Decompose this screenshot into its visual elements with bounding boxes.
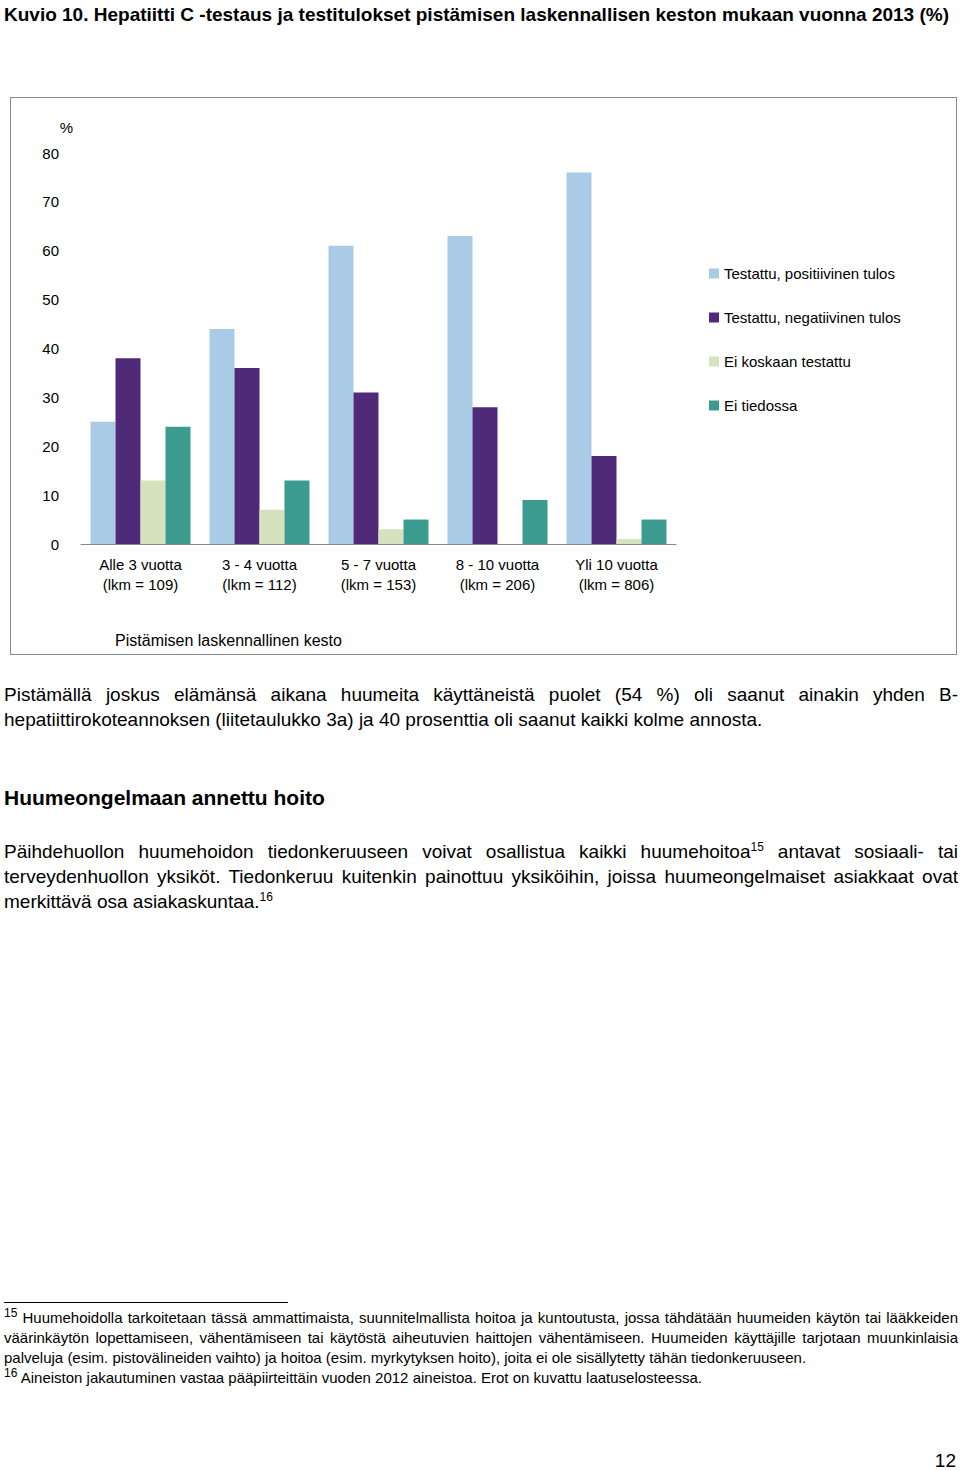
html-text:Kuvio 10. Hepatiitti C -testau: Kuvio 10. Hepatiitti C -testaus ja testi… xyxy=(4,4,949,25)
svg-text:Pistämisen laskennallinen kest: Pistämisen laskennallinen kesto xyxy=(115,632,342,649)
html-text:15Huumehoidolla tarkoitetaan t: 15Huumehoidolla tarkoitetaan tässä ammat… xyxy=(4,1306,958,1366)
svg-text:(lkm = 806): (lkm = 806) xyxy=(579,576,654,593)
svg-text:70: 70 xyxy=(42,193,59,210)
html-text:Päihdehuollon huumehoidon tied: Päihdehuollon huumehoidon tiedonkeruusee… xyxy=(4,839,958,912)
svg-text:50: 50 xyxy=(42,291,59,308)
svg-text:Yli 10 vuotta: Yli 10 vuotta xyxy=(575,556,658,573)
html-text:12: 12 xyxy=(934,1450,956,1470)
svg-text:(lkm = 109): (lkm = 109) xyxy=(103,576,178,593)
html-text:Huumeongelmaan annettu hoito: Huumeongelmaan annettu hoito xyxy=(4,786,325,809)
svg-text:20: 20 xyxy=(42,438,59,455)
svg-text:30: 30 xyxy=(42,389,59,406)
html-text:16Aineiston jakautuminen vasta: 16Aineiston jakautuminen vastaa pääpiirt… xyxy=(4,1366,702,1386)
svg-text:Testattu, negatiivinen tulos: Testattu, negatiivinen tulos xyxy=(724,309,901,326)
svg-text:Alle 3 vuotta: Alle 3 vuotta xyxy=(99,556,182,573)
svg-text:(lkm = 112): (lkm = 112) xyxy=(222,576,296,593)
svg-text:8 - 10 vuotta: 8 - 10 vuotta xyxy=(456,556,540,573)
svg-text:60: 60 xyxy=(42,242,59,259)
svg-text:(lkm = 206): (lkm = 206) xyxy=(460,576,535,593)
html-text:Pistämällä joskus elämänsä aik: Pistämällä joskus elämänsä aikana huumei… xyxy=(4,684,958,730)
svg-text:Ei koskaan testattu: Ei koskaan testattu xyxy=(724,353,851,370)
svg-text:%: % xyxy=(60,119,73,136)
svg-text:80: 80 xyxy=(42,145,59,162)
svg-text:3 - 4 vuotta: 3 - 4 vuotta xyxy=(222,556,298,573)
svg-text:40: 40 xyxy=(42,340,59,357)
svg-text:5 - 7 vuotta: 5 - 7 vuotta xyxy=(341,556,417,573)
svg-text:0: 0 xyxy=(51,536,59,553)
svg-text:(lkm = 153): (lkm = 153) xyxy=(341,576,416,593)
svg-text:Ei tiedossa: Ei tiedossa xyxy=(724,397,798,414)
svg-text:Testattu, positiivinen tulos: Testattu, positiivinen tulos xyxy=(724,265,895,282)
svg-text:10: 10 xyxy=(42,487,59,504)
